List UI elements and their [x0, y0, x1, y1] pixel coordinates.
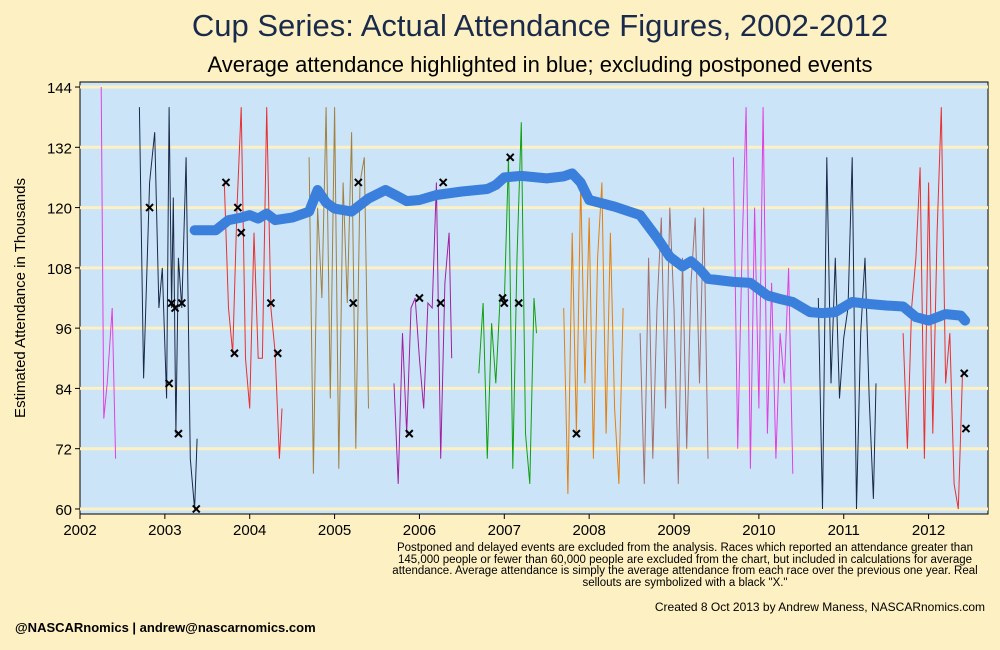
- x-tick-label: 2012: [912, 522, 945, 539]
- y-tick-label: 84: [55, 381, 72, 398]
- twitter-handle: @NASCARnomics | andrew@nascarnomics.com: [15, 620, 316, 635]
- y-tick-label: 132: [47, 140, 72, 157]
- chart-title: Cup Series: Actual Attendance Figures, 2…: [191, 8, 889, 43]
- sellout-marker: [177, 298, 187, 308]
- x-tick-label: 2010: [742, 522, 775, 539]
- y-tick-label: 144: [47, 80, 72, 97]
- credit-line: Created 8 Oct 2013 by Andrew Maness, NAS…: [654, 600, 985, 614]
- average-attendance-line: [189, 168, 971, 326]
- sellout-marker: [167, 298, 176, 308]
- sellout-marker: [514, 298, 523, 308]
- season-line-2002: [100, 86, 117, 459]
- x-tick-label: 2008: [572, 522, 605, 539]
- y-tick-label: 120: [47, 201, 72, 218]
- sellout-marker: [170, 303, 180, 313]
- sellout-marker: [266, 298, 276, 308]
- sellout-marker: [405, 429, 414, 438]
- footnote: Postponed and delayed events are exclude…: [392, 542, 978, 589]
- sellout-marker: [961, 424, 971, 433]
- x-tick-label: 2006: [403, 522, 436, 539]
- chart-subtitle: Average attendance highlighted in blue; …: [207, 52, 873, 77]
- y-axis-label: Estimated Attendance in Thousands: [12, 178, 29, 418]
- sellout-marker: [572, 429, 581, 438]
- sellout-marker: [436, 298, 445, 308]
- x-tick-label: 2007: [488, 522, 521, 539]
- sellout-marker: [233, 203, 243, 212]
- y-tick-label: 60: [55, 502, 72, 519]
- season-line-2012: [902, 107, 963, 510]
- sellout-marker: [960, 369, 969, 378]
- x-tick-label: 2004: [233, 522, 266, 539]
- x-tick-label: 2009: [657, 522, 690, 539]
- sellout-marker: [164, 379, 174, 388]
- y-axis: 60 72 84 96 108 120 132 144: [47, 80, 80, 519]
- sellout-marker: [192, 504, 201, 514]
- sellout-marker: [438, 178, 448, 187]
- x-tick-label: 2002: [63, 522, 96, 539]
- sellout-markers: [145, 153, 971, 514]
- season-line-2004: [223, 107, 283, 459]
- grid-lines: [80, 85, 988, 511]
- x-tick-label: 2005: [318, 522, 351, 539]
- season-line-2008: [563, 182, 624, 494]
- y-tick-label: 72: [55, 442, 72, 459]
- sellout-marker: [415, 293, 424, 303]
- sellout-marker: [145, 203, 154, 212]
- x-axis: 2002 2003 2004 2005 2006 2007 2008 2009 2010 2011…: [63, 514, 945, 539]
- sellout-marker: [230, 349, 239, 358]
- sellout-marker: [506, 153, 515, 162]
- y-tick-label: 96: [55, 321, 72, 338]
- season-line-2006: [393, 182, 453, 484]
- sellout-marker: [349, 298, 358, 308]
- y-tick-label: 108: [47, 261, 72, 278]
- season-line-2005: [308, 107, 369, 474]
- sellout-marker: [174, 429, 183, 438]
- average-line: [189, 168, 971, 326]
- sellout-marker: [237, 228, 246, 237]
- season-line-2010: [732, 107, 794, 474]
- season-line-2003: [138, 107, 198, 510]
- sellout-marker: [273, 349, 282, 358]
- season-line-2007: [478, 122, 537, 484]
- sellout-marker: [500, 298, 509, 308]
- sellout-marker: [354, 178, 363, 187]
- x-tick-label: 2003: [148, 522, 181, 539]
- x-tick-label: 2011: [828, 522, 860, 539]
- sellout-marker: [221, 178, 231, 187]
